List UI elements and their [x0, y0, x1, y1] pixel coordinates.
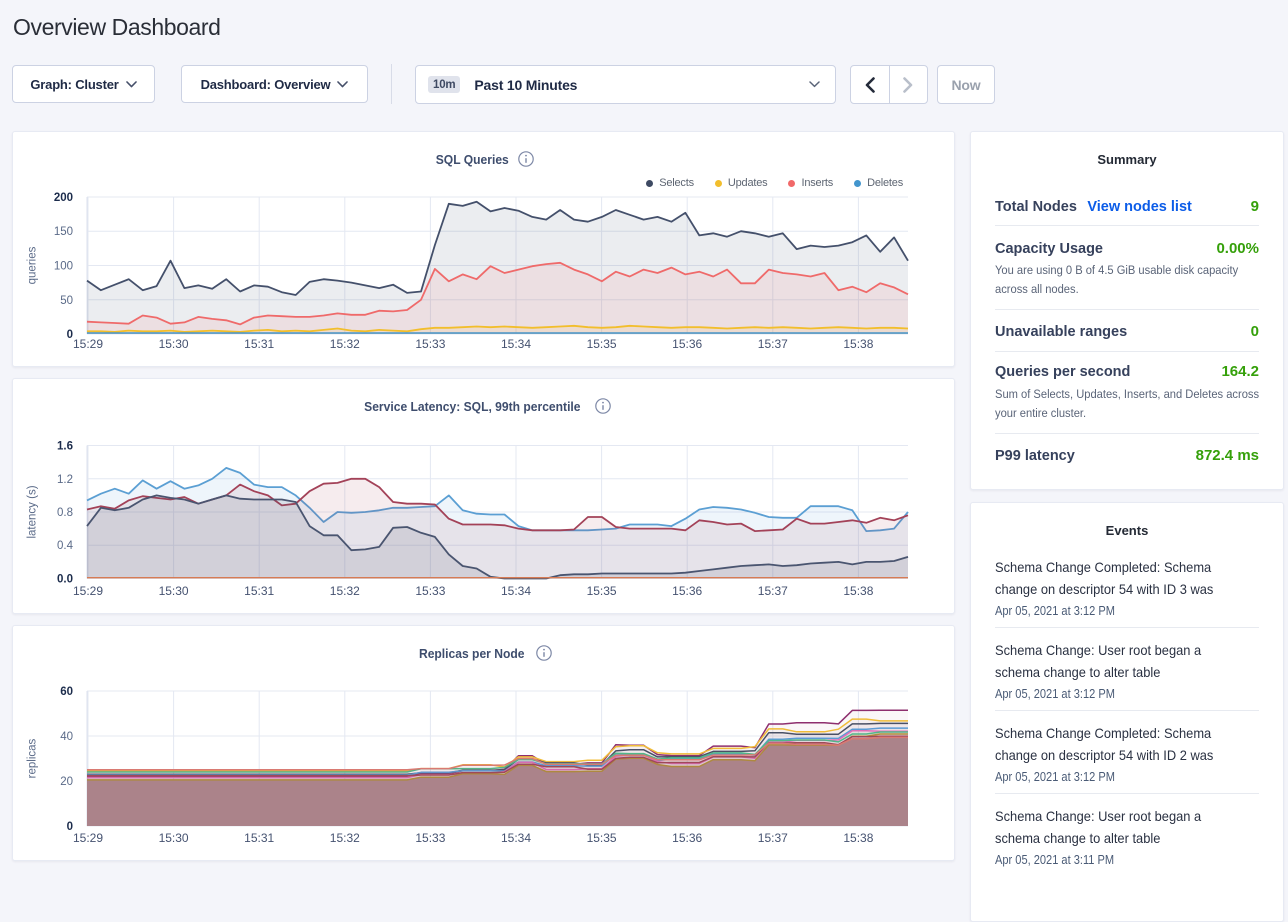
svg-text:0: 0 — [67, 821, 73, 833]
svg-text:15:37: 15:37 — [758, 337, 788, 351]
svg-text:15:30: 15:30 — [159, 584, 189, 598]
svg-text:latency (s): latency (s) — [27, 485, 39, 538]
svg-text:100: 100 — [54, 261, 73, 273]
svg-text:15:36: 15:36 — [672, 337, 702, 351]
svg-text:0: 0 — [67, 329, 73, 341]
svg-text:15:34: 15:34 — [501, 337, 531, 351]
svg-text:40: 40 — [60, 731, 73, 743]
svg-text:15:32: 15:32 — [330, 584, 360, 598]
svg-text:15:32: 15:32 — [330, 337, 360, 351]
svg-text:20: 20 — [60, 776, 73, 788]
svg-text:0.4: 0.4 — [57, 540, 74, 552]
svg-text:15:36: 15:36 — [672, 584, 702, 598]
svg-text:15:33: 15:33 — [415, 831, 445, 845]
svg-text:15:34: 15:34 — [501, 831, 531, 845]
svg-text:15:31: 15:31 — [244, 831, 274, 845]
svg-text:1.2: 1.2 — [57, 474, 73, 486]
svg-text:15:33: 15:33 — [415, 337, 445, 351]
svg-text:150: 150 — [54, 226, 73, 238]
svg-text:15:30: 15:30 — [159, 831, 189, 845]
svg-text:15:38: 15:38 — [843, 584, 873, 598]
svg-text:15:38: 15:38 — [843, 831, 873, 845]
svg-text:15:32: 15:32 — [330, 831, 360, 845]
svg-text:15:31: 15:31 — [244, 337, 274, 351]
svg-text:15:30: 15:30 — [159, 337, 189, 351]
svg-text:0.0: 0.0 — [57, 574, 73, 586]
svg-text:15:29: 15:29 — [73, 584, 103, 598]
svg-text:1.6: 1.6 — [57, 441, 73, 453]
svg-text:15:35: 15:35 — [587, 584, 617, 598]
svg-text:15:36: 15:36 — [672, 831, 702, 845]
svg-text:15:29: 15:29 — [73, 831, 103, 845]
svg-text:15:31: 15:31 — [244, 584, 274, 598]
svg-text:queries: queries — [27, 246, 39, 284]
svg-text:200: 200 — [54, 192, 73, 204]
svg-text:15:35: 15:35 — [587, 337, 617, 351]
svg-text:15:33: 15:33 — [415, 584, 445, 598]
svg-text:15:35: 15:35 — [587, 831, 617, 845]
svg-text:replicas: replicas — [27, 738, 39, 778]
svg-text:15:29: 15:29 — [73, 337, 103, 351]
svg-text:0.8: 0.8 — [57, 507, 73, 519]
svg-text:60: 60 — [60, 686, 73, 698]
svg-text:15:38: 15:38 — [843, 337, 873, 351]
svg-text:15:34: 15:34 — [501, 584, 531, 598]
svg-text:50: 50 — [60, 295, 73, 307]
svg-text:15:37: 15:37 — [758, 584, 788, 598]
svg-text:15:37: 15:37 — [758, 831, 788, 845]
